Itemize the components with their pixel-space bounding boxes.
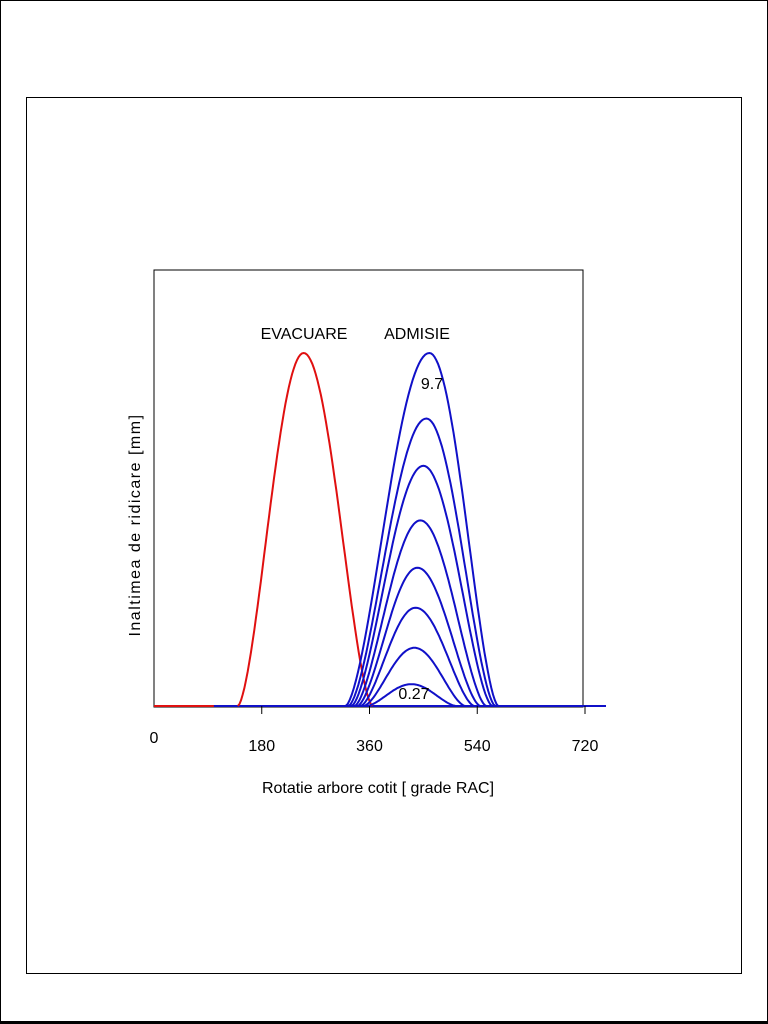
x-tick-label: 360 xyxy=(356,738,383,755)
lift-curve-admisie-6 xyxy=(360,606,475,707)
x-axis: 0 180 360 540 720 xyxy=(150,706,599,755)
curve-label-min: 0.27 xyxy=(398,686,429,703)
x-tick-label: 180 xyxy=(248,738,275,755)
lift-curve-admisie-3 xyxy=(350,464,493,707)
curve-label-max: 9.7 xyxy=(421,376,443,393)
series-label-admisie: ADMISIE xyxy=(384,326,450,343)
lift-curve-admisie-8 xyxy=(366,683,457,707)
curves-group xyxy=(154,351,606,707)
slide-frame xyxy=(26,97,742,974)
x-tick-label: 540 xyxy=(464,738,491,755)
x-tick-label: 0 xyxy=(150,730,159,747)
y-axis-label: Inaltimea de ridicare [mm] xyxy=(127,413,144,636)
lift-curve-admisie-7 xyxy=(363,646,466,707)
series-label-evacuare: EVACUARE xyxy=(261,326,348,343)
x-axis-label: Rotatie arbore cotit [ grade RAC] xyxy=(262,780,494,797)
lift-curve-admisie-2 xyxy=(347,417,496,707)
x-tick-label: 720 xyxy=(572,738,599,755)
lift-curve-evacuare-0 xyxy=(237,351,374,707)
lift-curve-admisie-1 xyxy=(344,351,499,707)
lift-curve-admisie-5 xyxy=(357,566,481,707)
lift-curve-admisie-4 xyxy=(353,519,487,707)
